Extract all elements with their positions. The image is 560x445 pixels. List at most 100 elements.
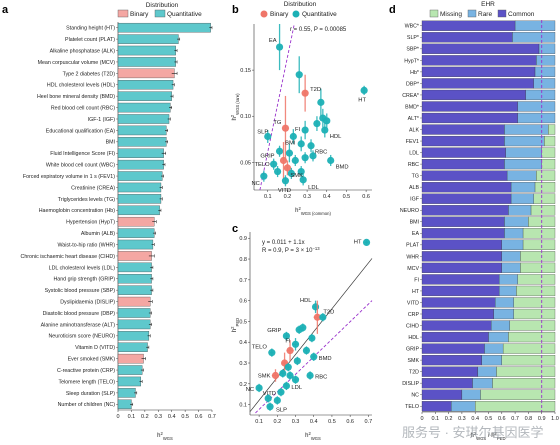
data-point-25: [264, 394, 272, 402]
bar-missing-22: [517, 274, 556, 285]
bar-25: [117, 308, 151, 318]
legend-label-quantitative: Quantitative: [302, 11, 337, 18]
category-label-11: LDL: [409, 150, 419, 156]
category-label-31: DISLIP: [402, 381, 419, 387]
category-label-20: WHR: [406, 254, 419, 260]
category-label-4: Hb*: [410, 70, 419, 76]
point-label-26: SLP: [276, 408, 287, 414]
category-label-22: Hand grip strength (GRIP): [53, 277, 115, 283]
watermark: 服务号 · 安琪尔基因医学: [402, 425, 544, 440]
bar-rare-33: [451, 401, 476, 412]
panel-label: a: [2, 4, 9, 16]
x-tick-label-7: 0.7: [208, 414, 216, 420]
x-tick-label-10: 1.0: [551, 416, 559, 422]
x-tick-label-3: 0.4: [310, 419, 318, 425]
category-label-23: HT: [412, 289, 420, 295]
bar-common-10: [421, 135, 505, 147]
point-label-16: RBC: [315, 374, 327, 380]
point-label-12: SLP: [257, 130, 268, 136]
x-tick-label-4: 0.4: [471, 416, 479, 422]
data-point-15: [284, 363, 292, 371]
category-label-10: BMI: [106, 140, 115, 146]
category-label-2: Alkaline phosphatase (ALK): [50, 48, 116, 54]
bar-rare-25: [493, 308, 514, 320]
bar-28: [117, 342, 148, 352]
bar-common-7: [421, 101, 518, 112]
bar-rare-20: [501, 251, 521, 262]
bar-rare-0: [514, 20, 556, 31]
legend-label-missing: Missing: [440, 11, 462, 18]
data-point-22: [309, 152, 317, 160]
x-tick-label-0: 0: [420, 416, 423, 422]
bar-missing-13: [536, 170, 556, 181]
legend-label-quantitative: Quantitative: [167, 11, 202, 18]
point-label-28: VITD: [278, 188, 291, 194]
category-label-12: RBC: [408, 162, 419, 168]
data-point-10: [302, 346, 311, 355]
data-point-20: [291, 376, 300, 384]
category-label-22: FI: [414, 277, 419, 283]
bar-rare-6: [525, 89, 556, 101]
data-point-16: [306, 371, 314, 380]
legend-marker-quantitative: [292, 10, 300, 18]
bar-21: [117, 262, 152, 273]
x-tick-label-3: 0.3: [154, 414, 162, 420]
data-point-16: [285, 149, 293, 157]
bar-rare-13: [506, 170, 537, 181]
point-label-9: HDL: [330, 134, 342, 140]
x-tick-label-4: 0.4: [168, 414, 176, 420]
category-label-18: Albumin (ALB): [81, 231, 115, 237]
bar-5: [117, 80, 174, 90]
annotation-stats: R = 0.9, P = 3 × 10−13: [262, 246, 320, 255]
category-label-21: MCV: [407, 266, 419, 272]
bar-common-18: [421, 228, 505, 239]
panel-label: d: [389, 4, 396, 16]
point-label-1: HDL: [300, 298, 312, 304]
bar-missing-20: [520, 251, 556, 262]
bar-rare-27: [488, 331, 509, 343]
bar-common-19: [421, 239, 502, 250]
category-label-32: NC: [411, 393, 419, 399]
point-label-8: FI: [295, 127, 301, 133]
category-label-32: Sleep duration (SLP): [66, 391, 115, 397]
panel-d: d EHR Missing Rare Common WBC* SLP* SBP* HypT* Hb…: [389, 1, 559, 441]
bar-rare-16: [508, 205, 532, 216]
bar-common-1: [421, 32, 513, 43]
data-point-11: [289, 132, 297, 141]
x-axis-title: h2WGS / h2PED: [470, 431, 505, 441]
data-point-26: [266, 403, 274, 411]
bar-30: [117, 365, 143, 375]
category-label-6: CREA*: [402, 93, 419, 99]
legend-title: Distribution: [146, 2, 179, 9]
bar-missing-12: [541, 159, 556, 170]
bar-rare-18: [504, 228, 524, 239]
panel-c: c 0.1 0.2 0.3 0.4 0.5 0.6 0.7 0.1 0.2 0.3 0.4 0.5 0.6…: [230, 223, 373, 441]
data-point-14: [293, 357, 301, 365]
panel-b: b 0.1 0.2 0.3 0.4 0.5 0.6 0.05 0.10 0.15 EA T2D HT FI…: [230, 1, 372, 216]
data-point-19: [286, 371, 294, 380]
point-label-2: T2D: [310, 87, 321, 93]
bar-common-4: [421, 66, 536, 77]
annotation-equation: y = 0.011 + 1.1x: [262, 240, 305, 246]
bar-20: [117, 251, 152, 261]
bar-15: [117, 194, 162, 204]
point-label-12: TELO: [252, 345, 268, 351]
x-axis-title: h2WGS (common): [295, 206, 331, 216]
bar-rare-26: [491, 320, 510, 331]
category-label-0: Standing height (HT): [66, 26, 115, 32]
bar-common-22: [421, 274, 500, 285]
point-label-24: NC: [246, 387, 254, 393]
legend-swatch-common: [497, 9, 507, 18]
category-label-28: GRIP: [406, 346, 419, 352]
bar-missing-21: [520, 262, 556, 273]
point-label-17: SMK: [258, 373, 271, 379]
bar-common-32: [421, 389, 463, 400]
category-label-13: Forced expiratory volume in 1 s (FEV1): [23, 174, 115, 180]
data-point-2: [313, 313, 321, 321]
bar-rare-3: [536, 55, 556, 66]
bar-rare-31: [472, 378, 493, 389]
bar-rare-29: [481, 355, 502, 366]
legend-title: EHR: [481, 1, 495, 8]
x-tick-label-1: 0.1: [128, 414, 136, 420]
data-point-8: [301, 126, 309, 134]
